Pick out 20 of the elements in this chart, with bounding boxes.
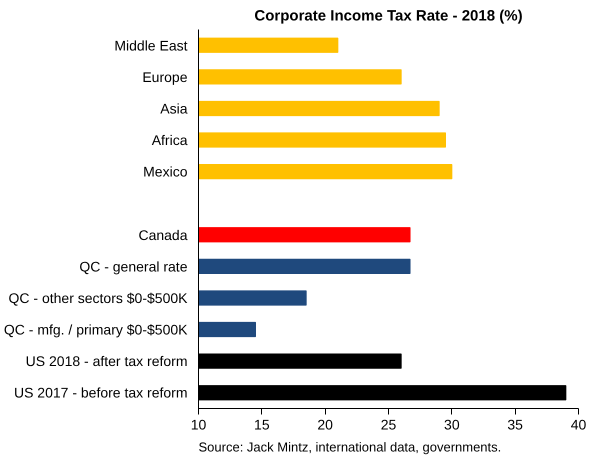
x-tick-label: 25 [380,416,396,432]
y-tick-label: Asia [160,100,188,116]
y-tick-label: Mexico [143,164,188,180]
y-tick-label: US 2018 - after tax reform [26,353,188,370]
x-tick-label: 10 [190,416,206,432]
chart-title: Corporate Income Tax Rate - 2018 (%) [254,8,523,24]
x-tick-label: 30 [444,416,460,432]
y-tick-label: Canada [138,226,188,243]
y-tick-label: Africa [152,132,188,148]
y-tick-label: QC - mfg. / primary $0-$500K [4,322,188,338]
x-tick-label: 20 [317,416,334,432]
y-tick-label: QC - other sectors $0-$500K [8,290,188,306]
y-tick-label: Middle East [114,37,188,54]
source-note: Source: Jack Mintz, international data, governments. [198,440,502,454]
x-tick-label: 35 [507,416,524,432]
y-tick-label: Europe [142,68,188,85]
y-tick-label: QC - general rate [79,258,188,274]
x-tick-label: 15 [254,416,270,432]
y-tick-label: US 2017 - before tax reform [14,384,188,401]
x-tick-label: 40 [570,416,586,432]
